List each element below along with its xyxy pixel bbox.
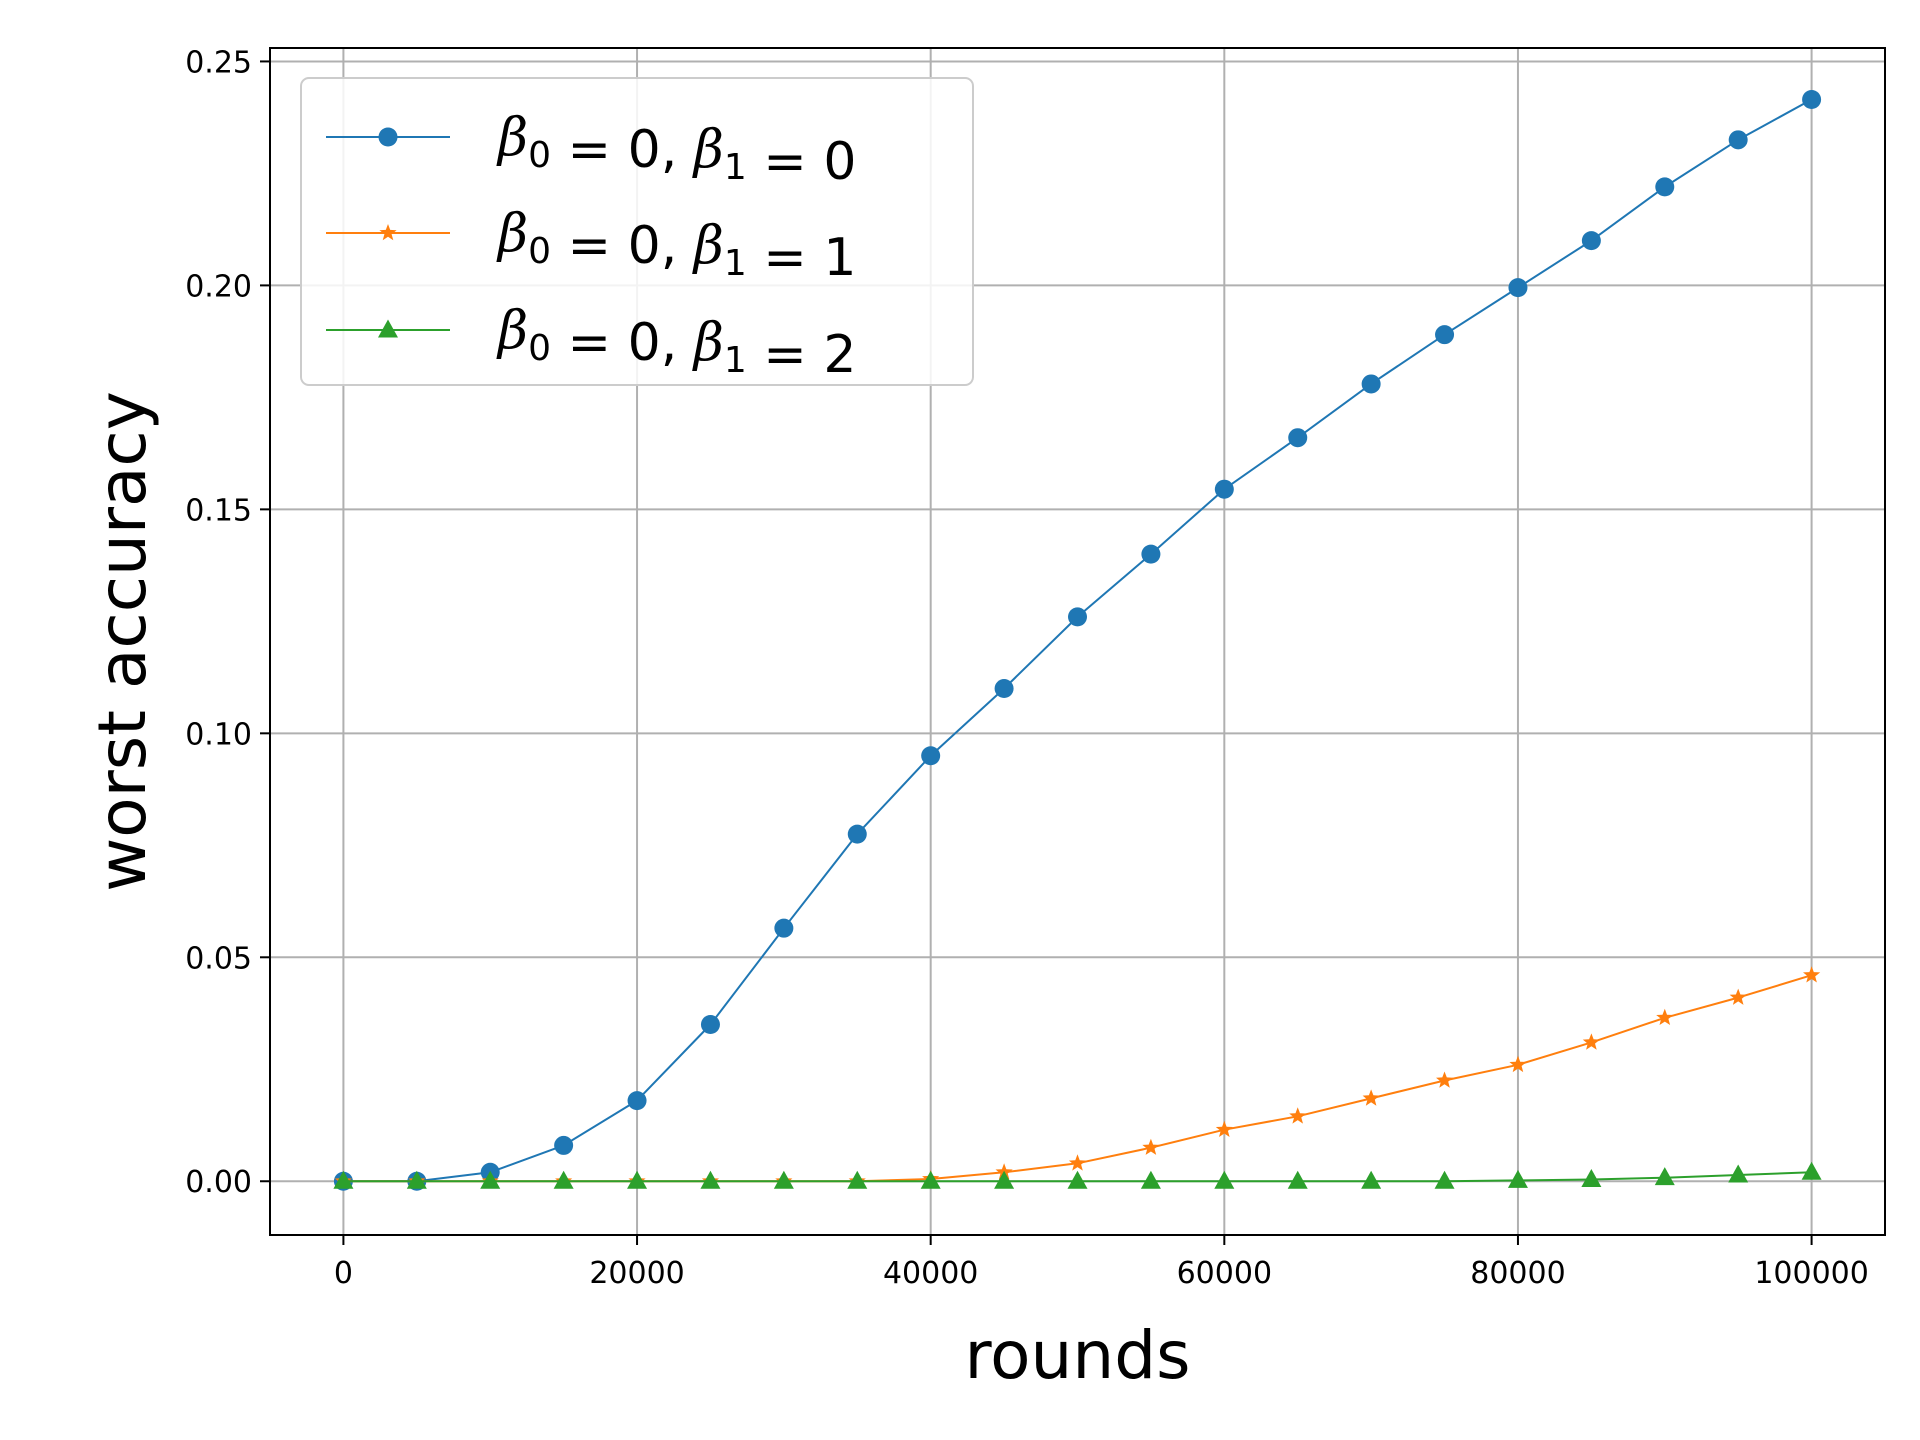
x-tick-label: 40000 [883,1256,978,1291]
legend-label: β0 = 0, β1 = 1 [496,204,856,288]
legend: β0 = 0, β1 = 0 β0 = 0, β1 = 1 β0 = 0, β1 =… [300,77,974,386]
data-point [1215,1120,1233,1137]
data-point [1728,1164,1749,1183]
data-point [1140,1170,1161,1189]
data-point [1214,479,1234,499]
data-point [1289,1107,1307,1124]
legend-box [300,77,974,386]
data-point [773,1170,794,1189]
data-point [700,1014,720,1034]
data-point [1801,1161,1822,1180]
data-point [627,1091,647,1111]
plot-series [333,90,1822,1191]
x-tick-label: 80000 [1470,1256,1565,1291]
plot-frame [269,47,1886,1236]
data-point [1067,1170,1088,1189]
axis-ticks: 0 20000 40000 60000 80000 100000 0.00 0.05 0.10 0… [185,45,1869,1291]
data-point [480,1170,501,1189]
data-point [1068,1154,1087,1171]
data-point [920,1170,941,1189]
data-point [1361,1170,1382,1189]
y-tick-label: 0.10 [185,717,252,752]
data-point [1582,1033,1600,1050]
data-point [1581,231,1601,251]
data-point [1656,1008,1674,1025]
data-point [921,746,941,766]
legend-label: β0 = 0, β1 = 2 [496,301,856,385]
data-point [1509,1055,1527,1073]
data-point [1068,607,1087,627]
data-point [1655,177,1675,197]
y-tick-label: 0.20 [185,269,252,304]
x-tick-label: 100000 [1754,1256,1869,1291]
x-tick-label: 60000 [1177,1256,1272,1291]
legend-entry-3: β0 = 0, β1 = 2 [326,301,856,385]
data-point [1581,1168,1602,1187]
legend-entry-2: β0 = 0, β1 = 1 [326,204,856,288]
y-tick-label: 0.15 [185,493,252,528]
y-axis-title: worst accuracy [84,391,161,892]
series-3 [333,1161,1822,1189]
x-tick-label: 0 [334,1256,353,1291]
data-point [1434,1170,1455,1189]
data-point [1507,1169,1528,1188]
data-point [406,1170,427,1189]
legend-entry-1: β0 = 0, β1 = 0 [326,108,856,192]
data-point [1728,130,1748,150]
y-tick-label: 0.05 [185,941,252,976]
legend-marker [378,127,398,147]
data-point [774,918,794,938]
data-point [1362,1089,1380,1106]
legend-label: β0 = 0, β1 = 0 [496,108,856,192]
y-tick-label: 0.25 [185,45,252,80]
data-point [1287,1170,1308,1189]
data-point [1802,90,1822,110]
data-point [1214,1170,1235,1189]
y-tick-label: 0.00 [185,1165,252,1200]
data-point [1361,374,1381,394]
data-point [994,1170,1015,1189]
data-point [1141,544,1161,564]
data-point [1435,325,1455,345]
data-point [1288,428,1308,448]
data-point [554,1135,574,1155]
data-point [1654,1167,1675,1186]
data-point [553,1170,574,1189]
data-point [1436,1071,1454,1088]
data-point [700,1170,721,1189]
legend-marker [378,319,398,338]
data-point [627,1170,648,1189]
x-axis-title: rounds [964,1317,1190,1394]
data-point [1729,988,1747,1005]
legend-marker [379,224,397,241]
data-point [994,679,1014,699]
data-point [847,1170,868,1189]
data-point [1803,966,1821,983]
x-tick-label: 20000 [589,1256,684,1291]
data-point [1142,1138,1160,1155]
data-point [847,824,867,844]
data-point [1508,278,1528,298]
data-point [333,1170,354,1189]
